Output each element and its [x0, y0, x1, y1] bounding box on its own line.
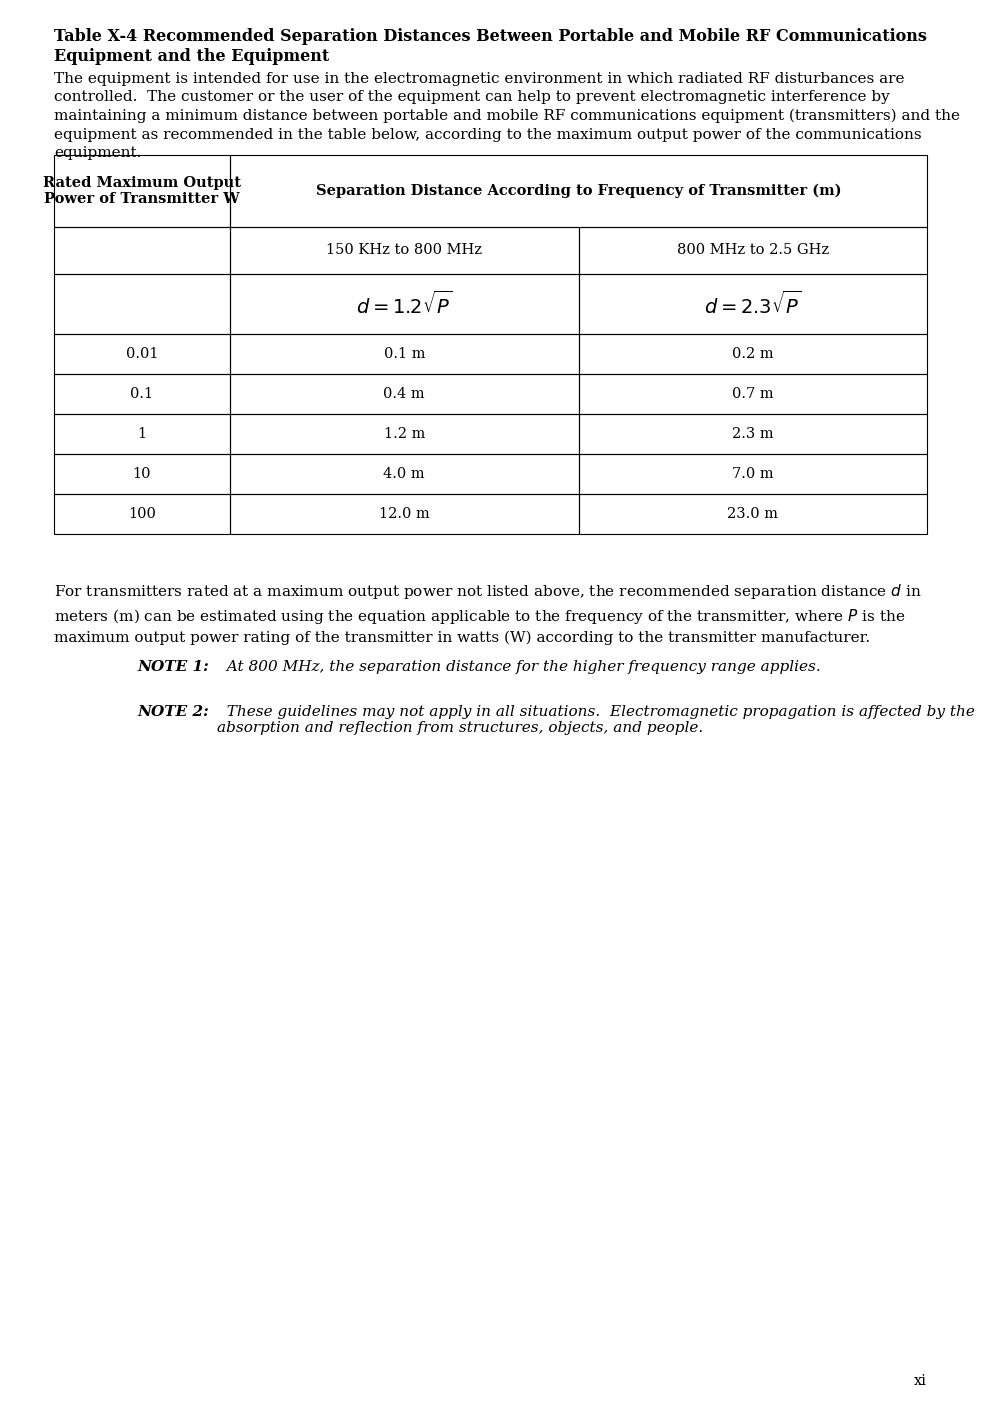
- Bar: [230, 227, 579, 275]
- Bar: [579, 275, 927, 334]
- Text: 12.0 m: 12.0 m: [379, 507, 430, 521]
- Text: 800 MHz to 2.5 GHz: 800 MHz to 2.5 GHz: [677, 244, 829, 258]
- Bar: [230, 275, 579, 334]
- Text: 0.1: 0.1: [130, 387, 154, 401]
- Bar: [579, 334, 927, 374]
- Bar: [579, 227, 927, 275]
- Text: $d = 1.2\sqrt{P}$: $d = 1.2\sqrt{P}$: [356, 290, 452, 317]
- Text: The equipment is intended for use in the electromagnetic environment in which ra: The equipment is intended for use in the…: [54, 72, 960, 160]
- Bar: [230, 154, 927, 227]
- Bar: [54, 334, 230, 374]
- Bar: [54, 154, 230, 227]
- Text: 2.3 m: 2.3 m: [732, 428, 774, 440]
- Text: 4.0 m: 4.0 m: [384, 467, 425, 481]
- Bar: [579, 494, 927, 534]
- Bar: [230, 334, 579, 374]
- Text: 0.2 m: 0.2 m: [732, 347, 774, 361]
- Bar: [230, 455, 579, 494]
- Text: 0.01: 0.01: [126, 347, 158, 361]
- Text: xi: xi: [914, 1374, 927, 1388]
- Text: Rated Maximum Output
Power of Transmitter W: Rated Maximum Output Power of Transmitte…: [43, 176, 241, 207]
- Bar: [54, 494, 230, 534]
- Text: Separation Distance According to Frequency of Transmitter (m): Separation Distance According to Frequen…: [316, 184, 842, 198]
- Text: At 800 MHz, the separation distance for the higher frequency range applies.: At 800 MHz, the separation distance for …: [217, 660, 821, 674]
- Bar: [54, 227, 230, 275]
- Bar: [54, 275, 230, 334]
- Text: NOTE 1:: NOTE 1:: [137, 660, 209, 674]
- Text: These guidelines may not apply in all situations.  Electromagnetic propagation i: These guidelines may not apply in all si…: [217, 705, 975, 735]
- Text: NOTE 2:: NOTE 2:: [137, 705, 209, 719]
- Bar: [230, 374, 579, 413]
- Text: 10: 10: [132, 467, 151, 481]
- Bar: [579, 455, 927, 494]
- Text: 0.4 m: 0.4 m: [384, 387, 425, 401]
- Text: 0.7 m: 0.7 m: [732, 387, 774, 401]
- Text: 23.0 m: 23.0 m: [727, 507, 778, 521]
- Text: 150 KHz to 800 MHz: 150 KHz to 800 MHz: [327, 244, 483, 258]
- Text: 1.2 m: 1.2 m: [384, 428, 425, 440]
- Text: 7.0 m: 7.0 m: [732, 467, 774, 481]
- Bar: [579, 413, 927, 455]
- Text: For transmitters rated at a maximum output power not listed above, the recommend: For transmitters rated at a maximum outp…: [54, 582, 922, 644]
- Bar: [579, 374, 927, 413]
- Text: $d = 2.3\sqrt{P}$: $d = 2.3\sqrt{P}$: [704, 290, 801, 317]
- Bar: [230, 494, 579, 534]
- Text: 0.1 m: 0.1 m: [384, 347, 425, 361]
- Bar: [54, 455, 230, 494]
- Text: Table X-4 Recommended Separation Distances Between Portable and Mobile RF Commun: Table X-4 Recommended Separation Distanc…: [54, 28, 927, 65]
- Text: 100: 100: [129, 507, 156, 521]
- Bar: [54, 413, 230, 455]
- Text: 1: 1: [137, 428, 146, 440]
- Bar: [54, 374, 230, 413]
- Bar: [230, 413, 579, 455]
